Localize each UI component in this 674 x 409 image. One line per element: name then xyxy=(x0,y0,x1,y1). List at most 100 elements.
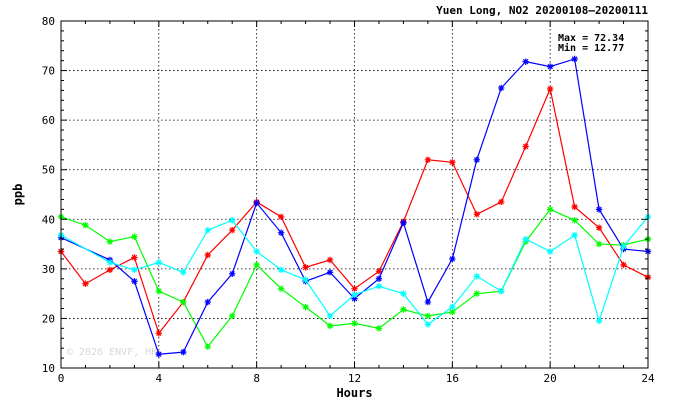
y-tick-label: 10 xyxy=(42,362,55,375)
data-point xyxy=(204,343,211,350)
data-point xyxy=(326,322,334,330)
data-point xyxy=(302,264,309,271)
data-point xyxy=(204,251,211,259)
data-point xyxy=(155,287,163,295)
data-point xyxy=(155,351,163,358)
data-point xyxy=(106,259,114,266)
data-point xyxy=(131,266,138,274)
y-tick-label: 70 xyxy=(42,65,55,78)
data-point xyxy=(400,306,407,313)
data-point xyxy=(351,285,358,292)
tick-labels: 0 4 8 12 16 20 24 10 20 30 40 50 60 70 80 xyxy=(42,15,655,385)
data-point xyxy=(253,199,260,207)
data-point xyxy=(375,325,383,332)
data-point xyxy=(326,269,334,276)
data-point xyxy=(351,291,358,298)
data-point xyxy=(473,290,480,297)
data-point xyxy=(229,226,236,234)
data-point xyxy=(498,287,505,295)
data-point xyxy=(351,320,358,327)
data-point xyxy=(204,298,211,306)
data-point xyxy=(620,261,627,269)
data-point xyxy=(106,238,114,245)
data-point xyxy=(424,156,432,163)
data-point xyxy=(449,303,456,311)
data-point xyxy=(595,240,603,248)
x-tick-label: 0 xyxy=(58,372,65,385)
data-point xyxy=(546,63,554,70)
data-point xyxy=(375,275,383,282)
series-line xyxy=(60,58,649,355)
data-point xyxy=(375,283,383,290)
data-point xyxy=(571,231,578,239)
data-point xyxy=(498,198,505,206)
axis-ticks xyxy=(60,20,649,369)
min-label: Min = 12.77 xyxy=(558,42,624,54)
data-point xyxy=(424,321,432,328)
data-point xyxy=(180,298,187,306)
x-axis-label: Hours xyxy=(336,386,372,400)
data-point xyxy=(106,266,114,274)
watermark-layer: © 2026 ENVF, HK xyxy=(67,347,157,358)
data-point xyxy=(595,224,603,231)
series-3 xyxy=(57,55,652,358)
data-point xyxy=(375,268,383,275)
data-point xyxy=(277,285,285,292)
y-tick-label: 40 xyxy=(42,213,55,226)
y-tick-label: 50 xyxy=(42,164,55,177)
data-point xyxy=(155,330,163,337)
data-point xyxy=(424,312,432,320)
data-point xyxy=(595,206,603,213)
data-point xyxy=(155,259,163,266)
data-point xyxy=(522,143,529,150)
data-point xyxy=(131,233,138,240)
y-tick-label: 60 xyxy=(42,114,55,127)
data-point xyxy=(498,84,505,92)
data-point xyxy=(449,255,456,263)
data-point xyxy=(229,270,236,278)
data-point xyxy=(326,256,334,264)
data-point xyxy=(229,312,236,320)
data-point xyxy=(522,235,529,243)
data-point xyxy=(473,156,480,163)
data-point xyxy=(302,276,309,283)
max-label: Max = 72.34 xyxy=(558,33,624,44)
data-point xyxy=(277,213,285,221)
data-point xyxy=(620,243,627,250)
data-point xyxy=(302,303,309,311)
data-point xyxy=(204,226,211,234)
data-point xyxy=(180,269,187,276)
data-point xyxy=(253,261,260,269)
grid-lines xyxy=(61,21,648,368)
data-point xyxy=(449,308,456,316)
data-point xyxy=(400,290,407,297)
data-point xyxy=(595,317,603,325)
data-point xyxy=(546,85,554,93)
y-axis-label: ppb xyxy=(11,184,25,206)
data-point xyxy=(571,217,578,224)
data-point xyxy=(400,219,407,226)
data-point xyxy=(253,248,260,255)
data-point xyxy=(326,312,334,320)
x-tick-label: 12 xyxy=(348,372,361,385)
data-point xyxy=(473,211,480,218)
data-point xyxy=(229,217,236,224)
chart-title: Yuen Long, NO2 20200108–20200111 xyxy=(436,4,648,17)
data-point xyxy=(473,273,480,280)
data-point xyxy=(546,206,554,213)
data-point xyxy=(82,280,89,287)
data-point xyxy=(131,254,138,261)
data-point xyxy=(131,278,138,285)
data-point xyxy=(82,222,89,229)
data-point xyxy=(546,248,554,255)
y-tick-label: 20 xyxy=(42,312,55,325)
series-layer xyxy=(57,55,652,358)
data-point xyxy=(277,266,285,274)
y-tick-label: 30 xyxy=(42,263,55,276)
x-tick-label: 24 xyxy=(641,372,655,385)
x-tick-label: 8 xyxy=(253,372,260,385)
data-point xyxy=(277,229,285,236)
data-point xyxy=(351,295,358,302)
x-tick-label: 4 xyxy=(156,372,163,385)
data-point xyxy=(571,203,578,211)
